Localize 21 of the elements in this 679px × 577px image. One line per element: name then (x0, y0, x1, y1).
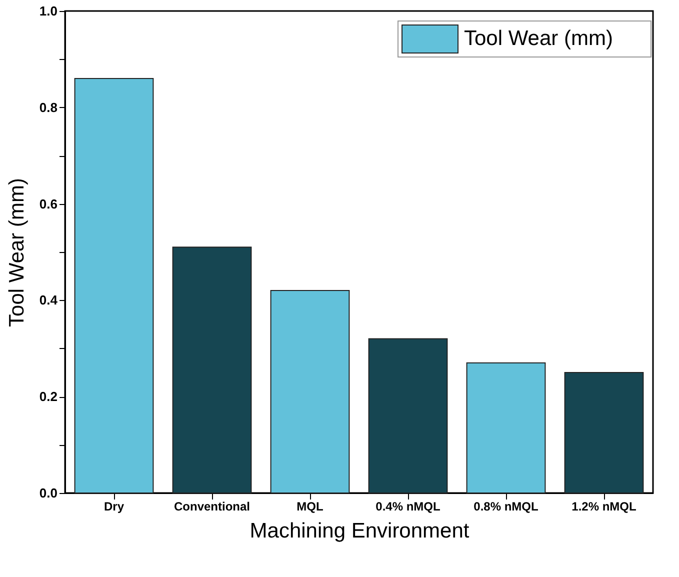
bar (368, 338, 448, 494)
bar (270, 290, 350, 494)
bar (564, 372, 644, 494)
y-tick-label: 0.0 (39, 486, 58, 500)
x-tick-label: 0.4% nMQL (376, 500, 440, 514)
x-tick-label: 0.8% nMQL (474, 500, 538, 514)
bar (74, 78, 154, 494)
y-axis-title: Tool Wear (mm) (5, 178, 28, 327)
bar (466, 362, 546, 494)
x-tick-label: Dry (104, 500, 124, 514)
bar (172, 246, 252, 494)
y-tick-label: 0.2 (39, 389, 58, 404)
y-tick-label: 0.6 (39, 196, 58, 212)
legend-label: Tool Wear (mm) (464, 27, 613, 50)
x-axis-title: Machining Environment (250, 520, 470, 542)
x-tick-label: Conventional (174, 500, 250, 514)
y-tick-label: 0.4 (39, 292, 58, 308)
x-tick-label: MQL (296, 500, 324, 514)
y-tick-label: 1.0 (39, 4, 58, 18)
y-tick-label: 0.8 (39, 100, 58, 115)
x-tick-label: 1.2% nMQL (572, 500, 636, 514)
